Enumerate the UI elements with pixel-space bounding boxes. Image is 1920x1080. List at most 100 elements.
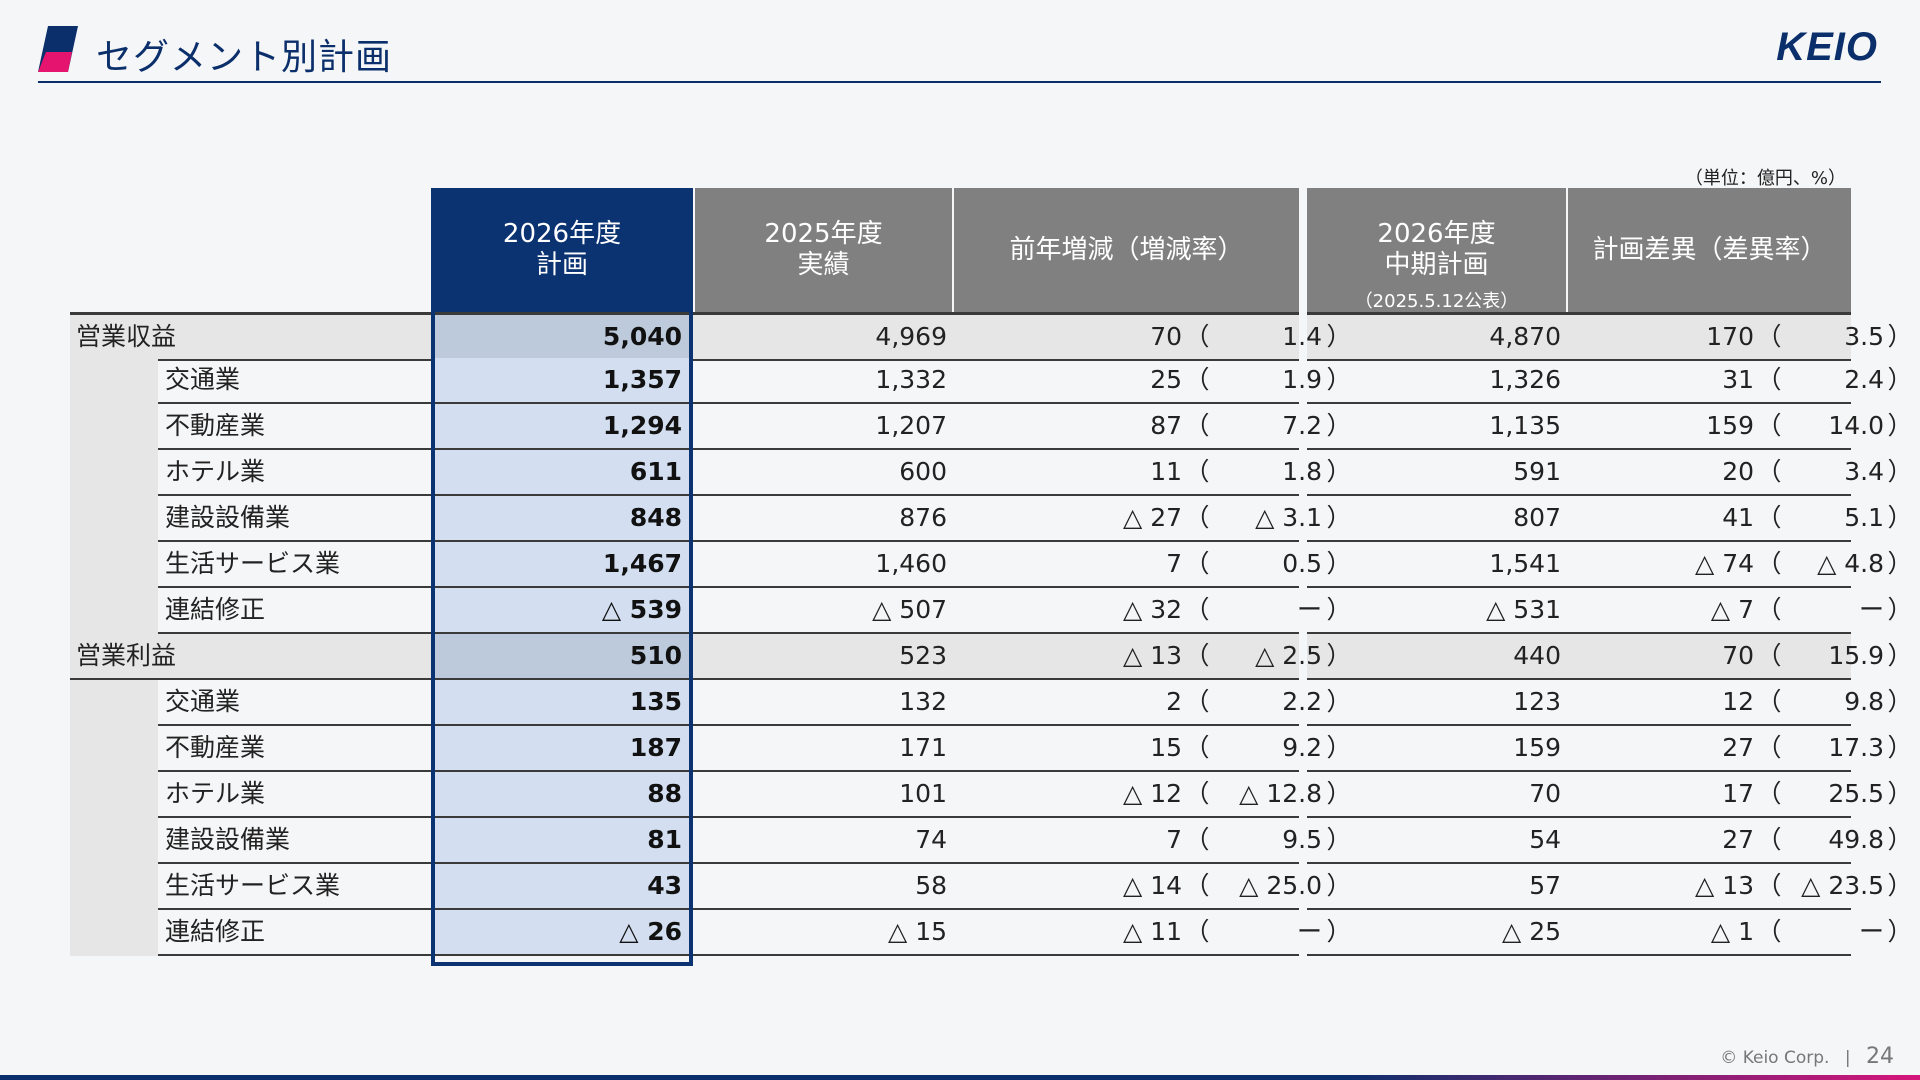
table-row: 建設設備業 848 876 △ 27 （△ 3.1） 807 41 （5.1） [70,494,1913,543]
midterm-value: 123 [1513,687,1561,716]
yoy-rate: △ 12.8 [1239,779,1322,808]
diff-paren-close: ） [1887,825,1913,854]
table-row: 建設設備業 81 74 7 （9.5） 54 27 （49.8） [70,816,1913,865]
unit-note: （単位：億円、%） [1684,168,1846,189]
slide-header: セグメント別計画 KEIO [38,22,1880,82]
diff-paren-close: ） [1887,733,1913,762]
diff-paren-close: ） [1887,549,1913,578]
yoy-paren-close: ） [1326,595,1352,624]
row-label: 連結修正 [165,917,266,946]
col-header-plan-line1: 2026年度 [502,219,622,249]
column-gap [1299,770,1307,819]
plan-value: 43 [647,871,682,900]
yoy-paren-open: （ [1184,641,1210,670]
row-label: 営業利益 [76,641,177,670]
diff-value: 41 [1722,503,1754,532]
indent-stripe [70,404,158,450]
col-header-plan-line2: 計画 [535,250,588,280]
diff-paren-close: ） [1887,917,1913,946]
plan-value: 1,467 [602,549,682,578]
col-header-diff: 計画差異（差異率） [1568,188,1851,312]
diff-paren-close: ） [1887,365,1913,394]
diff-paren-open: （ [1756,549,1782,578]
column-gap [1299,540,1307,589]
plan-value: 81 [647,825,682,854]
diff-value: △ 74 [1695,549,1754,578]
column-gap [1299,402,1307,451]
diff-rate: ー [1858,595,1884,624]
yoy-value: △ 32 [1123,595,1182,624]
plan-cell-background [432,496,692,540]
table-row: ホテル業 88 101 △ 12 （△ 12.8） 70 17 （25.5） [70,770,1913,819]
actual-value: 132 [899,687,947,716]
row-label: 営業収益 [76,322,177,351]
diff-paren-open: （ [1756,825,1782,854]
midterm-value: 54 [1529,825,1561,854]
actual-value: 1,460 [875,549,947,578]
yoy-rate: 9.5 [1282,825,1322,854]
plan-cell-background [432,315,692,359]
yoy-rate: 2.2 [1282,687,1322,716]
plan-value: 510 [629,641,682,670]
diff-rate: 9.8 [1844,687,1884,716]
yoy-value: △ 14 [1123,871,1182,900]
actual-value: 523 [899,641,947,670]
diff-paren-close: ） [1887,457,1913,486]
diff-rate: 3.5 [1844,322,1884,351]
plan-cell-background [432,588,692,632]
yoy-rate: ー [1296,917,1322,946]
diff-paren-open: （ [1756,687,1782,716]
diff-value: △ 13 [1695,871,1754,900]
diff-paren-open: （ [1756,503,1782,532]
yoy-paren-open: （ [1184,322,1210,351]
diff-paren-close: ） [1887,687,1913,716]
yoy-paren-open: （ [1184,457,1210,486]
diff-rate: 15.9 [1828,641,1884,670]
column-gap [1299,816,1307,865]
col-header-midterm: 2026年度 中期計画 （2025.5.12公表） [1307,188,1566,312]
yoy-paren-close: ） [1326,779,1352,808]
plan-cell-background [432,910,692,954]
yoy-value: △ 27 [1123,503,1182,532]
diff-paren-open: （ [1756,871,1782,900]
yoy-paren-open: （ [1184,871,1210,900]
yoy-paren-close: ） [1326,457,1352,486]
yoy-rate: △ 25.0 [1239,871,1322,900]
diff-value: 17 [1722,779,1754,808]
diff-rate: 5.1 [1844,503,1884,532]
yoy-paren-close: ） [1326,411,1352,440]
row-label: 建設設備業 [165,825,291,854]
diff-paren-close: ） [1887,871,1913,900]
midterm-value: 57 [1529,871,1561,900]
column-gap [1299,586,1307,635]
diff-paren-open: （ [1756,365,1782,394]
yoy-paren-close: ） [1326,322,1352,351]
midterm-value: △ 531 [1486,595,1561,624]
diff-value: 27 [1722,825,1754,854]
diff-rate: △ 4.8 [1817,549,1884,578]
plan-cell-background [432,680,692,724]
yoy-value: 7 [1166,825,1182,854]
table-row: 不動産業 1,294 1,207 87 （7.2） 1,135 159 （14.0） [70,402,1913,451]
yoy-value: 2 [1166,687,1182,716]
diff-value: 27 [1722,733,1754,762]
diff-paren-open: （ [1756,733,1782,762]
page-number: 24 [1866,1044,1894,1069]
row-label: 生活サービス業 [165,549,341,578]
midterm-value: 4,870 [1489,322,1561,351]
diff-value: 170 [1706,322,1754,351]
table-row: 不動産業 187 171 15 （9.2） 159 27 （17.3） [70,724,1913,773]
plan-value: 187 [629,733,682,762]
actual-value: 876 [899,503,947,532]
midterm-value: 159 [1513,733,1561,762]
indent-stripe [70,496,158,542]
indent-stripe [70,726,158,772]
plan-value: △ 26 [619,917,682,946]
row-label: 不動産業 [165,411,266,440]
actual-value: △ 15 [888,917,947,946]
midterm-value: 440 [1513,641,1561,670]
actual-value: 171 [899,733,947,762]
plan-cell-background [432,726,692,770]
diff-paren-close: ） [1887,322,1913,351]
yoy-paren-close: ） [1326,549,1352,578]
